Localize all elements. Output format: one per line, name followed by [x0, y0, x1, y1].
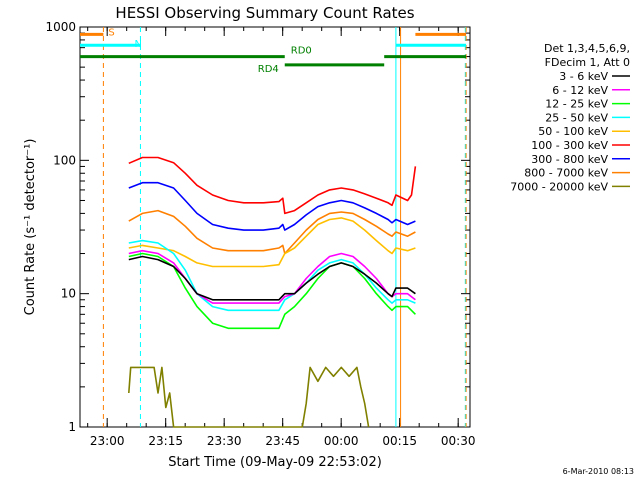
series-line — [128, 249, 416, 304]
x-tick-label: 00:30 — [441, 434, 476, 448]
legend-label: 100 - 300 keV — [531, 139, 608, 152]
x-tick-label: 23:30 — [207, 434, 242, 448]
legend-label: 6 - 12 keV — [552, 84, 608, 97]
legend-label: 3 - 6 keV — [559, 70, 608, 83]
y-tick-label: 10 — [61, 287, 76, 301]
x-tick-label: 00:15 — [382, 434, 417, 448]
state-bar-label: S — [108, 27, 114, 38]
y-tick-label: 100 — [53, 153, 76, 167]
chart-title: HESSI Observing Summary Count Rates — [115, 4, 414, 22]
legend-label: 800 - 7000 keV — [524, 167, 608, 180]
x-axis-ticks: 23:00 23:15 23:30 23:45 00:00 00:15 00:30 — [87, 27, 476, 448]
series-line — [128, 252, 416, 330]
legend-label: 7000 - 20000 keV — [510, 180, 608, 193]
x-tick-label: 23:00 — [90, 434, 125, 448]
x-tick-label: 23:45 — [265, 434, 300, 448]
state-bars: S N RD0 RD4 — [80, 27, 467, 75]
series-line — [128, 156, 417, 215]
legend-header-line-2: FDecim 1, Att 0 — [545, 56, 630, 69]
timestamp: 6-Mar-2010 08:13 — [563, 467, 634, 476]
y-axis-ticks: 1 10 100 1000 — [45, 20, 470, 434]
x-axis-label: Start Time (09-May-09 22:53:02) — [168, 455, 382, 470]
series-line — [128, 255, 416, 301]
legend-label: 25 - 50 keV — [545, 111, 608, 124]
legend-label: 300 - 800 keV — [531, 153, 608, 166]
legend-label: 50 - 100 keV — [538, 125, 608, 138]
series-line — [128, 366, 370, 428]
y-tick-label: 1000 — [45, 20, 76, 34]
vertical-markers — [102, 27, 467, 427]
state-bar-label: N — [134, 39, 141, 50]
x-tick-label: 00:00 — [324, 434, 359, 448]
y-axis-label: Count Rate (s⁻¹ detector⁻¹) — [23, 139, 38, 316]
legend: Det 1,3,4,5,6,9, FDecim 1, Att 0 3 - 6 k… — [510, 42, 630, 193]
x-tick-label: 23:15 — [148, 434, 183, 448]
series-line — [128, 209, 416, 255]
series-line — [128, 217, 416, 268]
y-axis-label-text: Count Rate (s⁻¹ detector⁻¹) — [23, 139, 38, 316]
legend-header-line-1: Det 1,3,4,5,6,9, — [544, 42, 630, 55]
series-line — [128, 181, 416, 231]
legend-label: 12 - 25 keV — [545, 98, 608, 111]
y-tick-label: 1 — [68, 420, 76, 434]
series-layer — [128, 156, 417, 428]
state-bar-label: RD4 — [258, 64, 279, 75]
state-bar-label: RD0 — [291, 46, 312, 57]
